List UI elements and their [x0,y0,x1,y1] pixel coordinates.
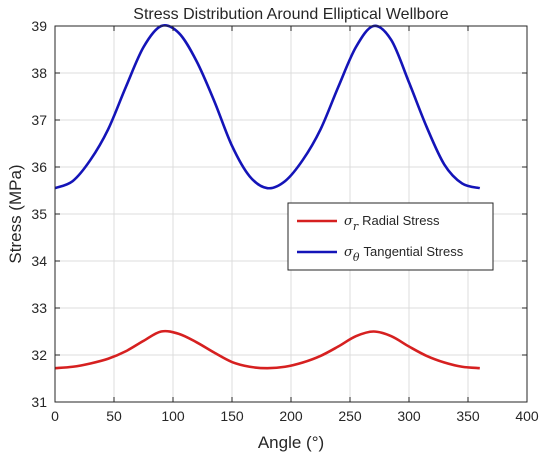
legend-series-label: Radial Stress [362,213,440,228]
legend-label-tangential: σθ Tangential Stress [344,244,464,264]
y-tick-label: 32 [31,347,47,363]
x-tick-label: 400 [515,408,539,424]
chart-title: Stress Distribution Around Elliptical We… [133,6,449,23]
x-tick-label: 0 [51,408,59,424]
y-tick-label: 37 [31,112,47,128]
y-tick-label: 39 [31,18,47,34]
legend-series-label: Tangential Stress [364,244,464,259]
y-tick-label: 38 [31,65,47,81]
y-tick-label: 34 [31,253,47,269]
x-tick-label: 300 [397,408,421,424]
legend-subscript: r [353,220,359,233]
axis-ticks: 0 50 100 150 200 250 300 350 400 31 32 33 34 35 36 37 38… [31,18,538,424]
x-tick-label: 100 [161,408,185,424]
series-lines [54,23,481,370]
x-tick-label: 350 [456,408,480,424]
legend-label-radial: σr Radial Stress [344,213,440,233]
x-tick-label: 50 [106,408,122,424]
x-tick-label: 150 [220,408,244,424]
y-tick-label: 31 [31,394,47,410]
y-tick-label: 33 [31,300,47,316]
radial-stress-line [54,329,480,370]
legend-box [287,202,494,271]
legend-subscript: θ [353,251,360,264]
y-tick-label: 35 [31,206,47,222]
x-tick-label: 200 [279,408,303,424]
y-tick-label: 36 [31,159,47,175]
legend-symbol: σ [344,214,354,229]
x-tick-label: 250 [338,408,362,424]
tangential-stress-line [54,23,481,190]
legend-symbol: σ [344,245,354,260]
y-axis-title: Stress (MPa) [6,164,25,263]
x-axis-title: Angle (°) [258,433,324,452]
